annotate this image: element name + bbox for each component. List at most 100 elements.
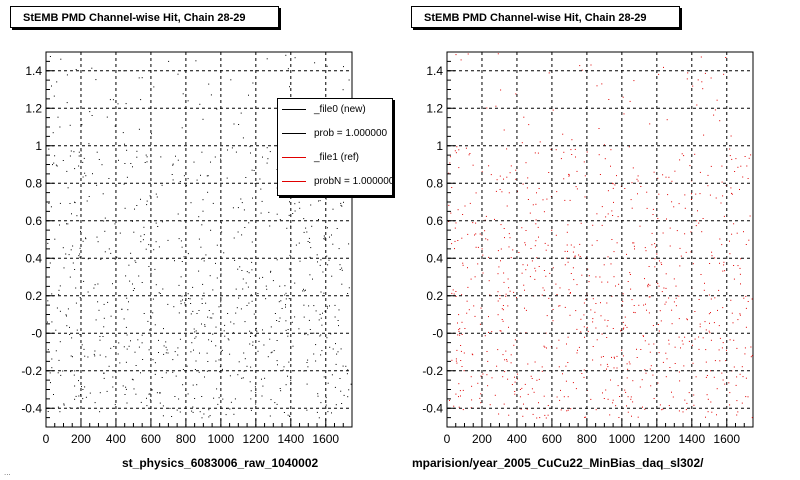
hit-point xyxy=(99,354,101,356)
hit-point xyxy=(114,370,116,372)
hit-point xyxy=(455,152,457,154)
hit-point xyxy=(646,309,647,311)
hit-point xyxy=(288,268,290,270)
hit-point xyxy=(532,204,534,206)
hit-point xyxy=(503,228,505,229)
hit-point xyxy=(569,292,571,294)
hit-point xyxy=(243,209,245,211)
hit-point xyxy=(248,222,250,224)
hit-point xyxy=(703,134,705,136)
hit-point xyxy=(136,156,138,158)
hit-point xyxy=(320,402,322,404)
hit-point xyxy=(250,409,252,411)
hit-point xyxy=(481,171,483,173)
hit-point xyxy=(514,393,516,395)
hit-point xyxy=(273,350,275,352)
hit-point xyxy=(299,207,301,209)
hit-point xyxy=(58,289,60,291)
hit-point xyxy=(519,389,521,390)
hit-point xyxy=(218,359,220,361)
hit-point xyxy=(119,232,121,234)
hit-point xyxy=(74,201,75,203)
hit-point xyxy=(165,341,167,343)
hit-point xyxy=(613,251,615,253)
hit-point xyxy=(324,238,326,240)
hit-point xyxy=(201,303,203,304)
hit-point xyxy=(701,231,703,233)
hit-point xyxy=(166,349,168,351)
hit-point xyxy=(521,272,523,274)
hit-point xyxy=(276,213,278,215)
hit-point xyxy=(627,396,629,398)
hit-point xyxy=(732,322,734,324)
hit-point xyxy=(175,155,176,157)
hit-point xyxy=(710,401,712,403)
hit-point xyxy=(94,402,96,404)
hit-point xyxy=(96,151,98,153)
hit-point xyxy=(559,287,561,289)
hit-point xyxy=(338,325,339,327)
hit-point xyxy=(711,255,713,257)
hit-point xyxy=(276,320,278,321)
hit-point xyxy=(544,242,546,244)
hit-point xyxy=(583,369,585,371)
hit-point xyxy=(210,229,212,231)
hit-point xyxy=(736,347,738,349)
hit-point xyxy=(464,328,466,329)
hit-point xyxy=(261,200,263,202)
hit-point xyxy=(190,313,192,315)
hit-point xyxy=(729,339,731,341)
hit-point xyxy=(75,69,77,70)
hit-point xyxy=(341,403,343,404)
hit-point xyxy=(470,407,472,409)
hit-point xyxy=(211,340,212,342)
hit-point xyxy=(710,77,712,79)
hit-point xyxy=(725,360,727,362)
hit-point xyxy=(153,86,155,88)
hit-point xyxy=(97,241,99,243)
hit-point xyxy=(613,276,615,278)
hit-point xyxy=(218,397,220,399)
hit-point xyxy=(596,339,598,341)
hit-point xyxy=(563,151,565,153)
hit-point xyxy=(237,374,239,376)
hit-point xyxy=(192,406,194,408)
hit-point xyxy=(543,345,545,347)
hit-point xyxy=(665,176,667,178)
hit-point xyxy=(329,236,330,238)
hit-point xyxy=(668,343,670,345)
hit-point xyxy=(671,323,673,325)
hit-point xyxy=(695,376,697,378)
hit-point xyxy=(626,326,628,328)
hit-point xyxy=(282,369,284,371)
hit-point xyxy=(678,295,680,297)
hit-point xyxy=(592,298,594,300)
hit-point xyxy=(69,203,71,204)
hit-point xyxy=(276,360,278,362)
hit-point xyxy=(167,239,169,241)
hit-point xyxy=(72,245,74,247)
hit-point xyxy=(619,396,621,397)
hit-point xyxy=(269,151,271,153)
hit-point xyxy=(673,301,675,303)
hit-point xyxy=(177,347,179,349)
hit-point xyxy=(590,309,592,311)
hit-point xyxy=(140,241,142,243)
hit-point xyxy=(321,324,323,326)
hit-point xyxy=(536,257,538,259)
hit-point xyxy=(106,116,108,118)
hit-point xyxy=(704,282,705,284)
hit-point xyxy=(650,385,652,387)
hit-point xyxy=(48,202,50,204)
hit-point xyxy=(694,338,696,340)
hit-point xyxy=(229,375,231,377)
hit-point xyxy=(723,261,725,263)
hit-point xyxy=(238,297,240,299)
hit-point xyxy=(220,301,222,303)
hit-point xyxy=(69,407,71,409)
hit-point xyxy=(158,246,160,248)
hit-point xyxy=(709,263,711,264)
hit-point xyxy=(460,350,462,352)
hit-point xyxy=(250,390,252,392)
hit-point xyxy=(545,249,547,251)
